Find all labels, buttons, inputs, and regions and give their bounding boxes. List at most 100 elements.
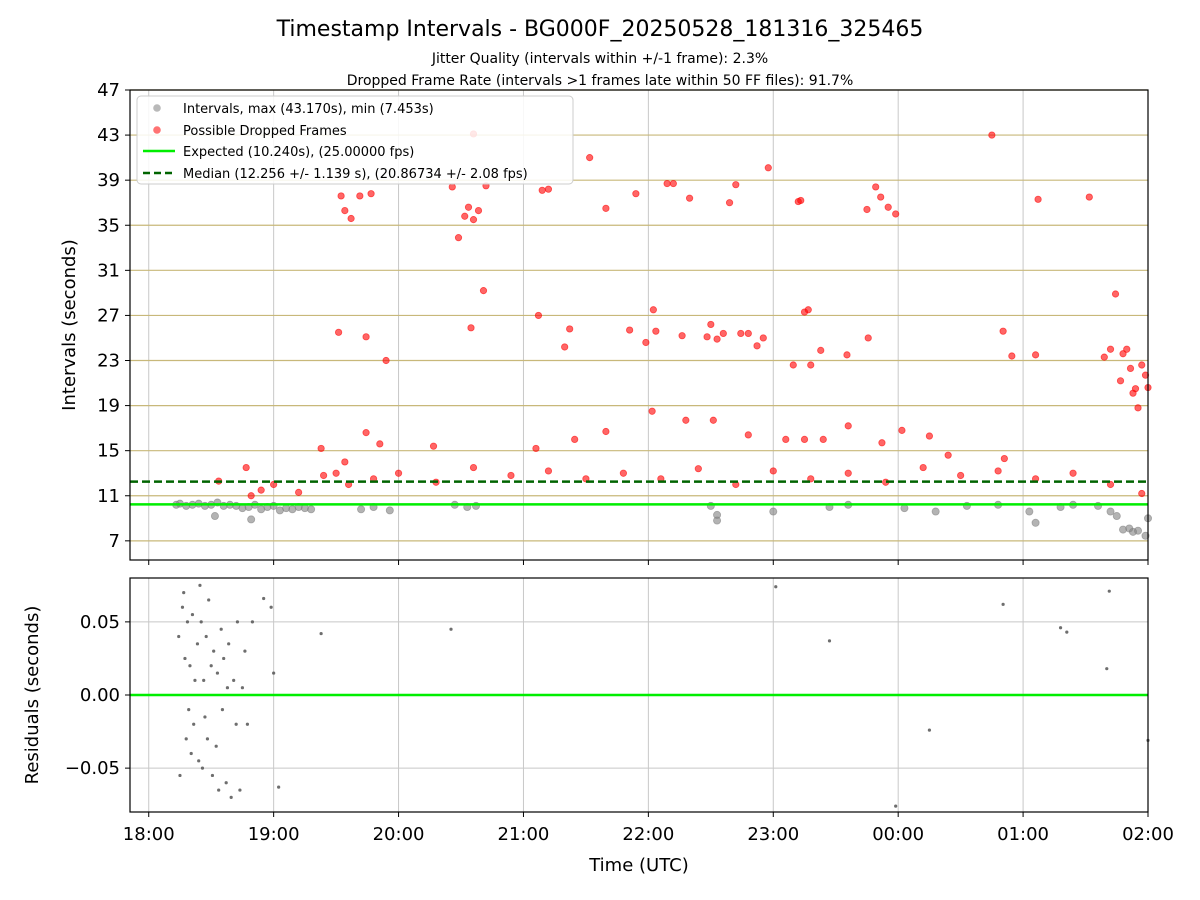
dropped-frame-point [703, 333, 711, 341]
residual-point [217, 788, 221, 792]
dropped-frame-point [474, 206, 483, 215]
dropped-frame-point [863, 205, 871, 214]
residual-point [774, 585, 778, 589]
dropped-frame-point [356, 192, 364, 200]
top-y-tick-label: 15 [97, 441, 120, 462]
dropped-frame-point [844, 422, 852, 430]
bottom-y-axis-label: Residuals (seconds) [22, 606, 43, 785]
dropped-frame-point [341, 458, 349, 466]
residual-point [222, 656, 226, 661]
dropped-frame-point [461, 212, 469, 220]
residual-point [215, 671, 220, 675]
legend-symbol-dropped [153, 126, 161, 134]
residual-point [209, 664, 213, 668]
interval-point [210, 512, 219, 521]
dropped-frame-point [884, 203, 892, 211]
dropped-frame-point [561, 343, 569, 351]
residual-point [449, 627, 453, 631]
top-y-axis-label: Intervals (seconds) [59, 239, 80, 411]
dropped-frame-point [429, 442, 438, 450]
dropped-frame-point [864, 334, 872, 342]
residual-point [220, 708, 225, 712]
residual-point [238, 788, 242, 792]
residual-point [227, 642, 231, 646]
dropped-frame-point [764, 164, 772, 172]
residual-point [203, 715, 207, 719]
residual-point [225, 686, 230, 690]
residual-point [224, 781, 228, 785]
residual-point [234, 722, 238, 726]
dropped-frame-point [1000, 454, 1008, 463]
dropped-frame-point [1106, 345, 1115, 353]
legend-label-median: Median (12.256 +/- 1.139 s), (20.86734 +… [183, 167, 528, 182]
dropped-frame-point [713, 335, 721, 343]
residual-point [184, 737, 188, 741]
residual-point [202, 678, 206, 682]
dropped-frame-point [807, 361, 815, 369]
top-y-tick-label: 7 [109, 531, 120, 552]
chart-title: Timestamp Intervals - BG000F_20250528_18… [276, 17, 924, 42]
dropped-frame-point [1100, 353, 1108, 361]
legend-label-expected: Expected (10.240s), (25.00000 fps) [183, 145, 414, 160]
dropped-frame-point [320, 471, 328, 480]
dropped-frame-point [709, 416, 717, 424]
residual-point [1001, 602, 1005, 606]
residual-point [190, 612, 195, 617]
residual-point [197, 759, 201, 763]
dropped-frame-point [566, 325, 574, 333]
top-y-tick-label: 31 [97, 260, 120, 281]
residual-point [250, 620, 255, 624]
dropped-frame-point [602, 204, 610, 212]
dropped-frame-point [1126, 364, 1135, 372]
dropped-frame-point [919, 463, 927, 472]
dropped-frame-point [819, 435, 827, 444]
dropped-frame-point [341, 206, 349, 215]
legend-label-dropped: Possible Dropped Frames [183, 124, 347, 139]
residual-point [182, 591, 186, 595]
residual-point [200, 766, 205, 770]
dropped-frame-point [769, 467, 777, 475]
residual-point [180, 605, 185, 609]
dropped-frame-point [454, 234, 463, 242]
residual-point [232, 678, 236, 682]
dropped-frame-point [944, 451, 952, 459]
dropped-frame-point [663, 179, 671, 188]
top-y-tick-label: 23 [97, 351, 120, 372]
dropped-frame-point [382, 356, 390, 365]
dropped-frame-point [467, 324, 475, 332]
dropped-frame-point [707, 320, 715, 329]
dropped-frame-point [1069, 469, 1077, 477]
dropped-frame-point [532, 444, 540, 453]
dropped-frame-point [642, 338, 650, 347]
interval-point [931, 507, 940, 516]
legend-symbol-intervals [153, 104, 161, 112]
residual-point [205, 737, 210, 741]
dropped-frame-point [753, 342, 761, 350]
residual-point [185, 620, 190, 624]
residual-point [894, 804, 898, 808]
residual-point [189, 751, 193, 756]
x-tick-label: 18:00 [123, 824, 175, 845]
residual-point [183, 656, 187, 661]
interval-point [769, 507, 778, 516]
dropped-frame-point [994, 467, 1002, 475]
top-y-tick-label: 35 [97, 215, 120, 236]
dropped-frame-point [1106, 480, 1115, 489]
residual-point [319, 631, 323, 636]
dropped-frame-point [632, 190, 640, 198]
dropped-frame-point [448, 183, 456, 191]
dropped-frame-point [797, 196, 805, 205]
residual-point [212, 649, 216, 653]
dropped-frame-point [347, 214, 355, 223]
dropped-frame-point [1119, 350, 1127, 358]
interval-point [1025, 507, 1034, 516]
dropped-frame-point [1141, 371, 1150, 379]
residual-point [235, 620, 240, 624]
dropped-frame-point [538, 186, 546, 194]
dropped-frame-point [925, 432, 934, 440]
interval-point [900, 504, 909, 513]
dropped-frame-point [817, 346, 825, 354]
residual-point [193, 678, 197, 682]
dropped-frame-point [988, 131, 996, 139]
